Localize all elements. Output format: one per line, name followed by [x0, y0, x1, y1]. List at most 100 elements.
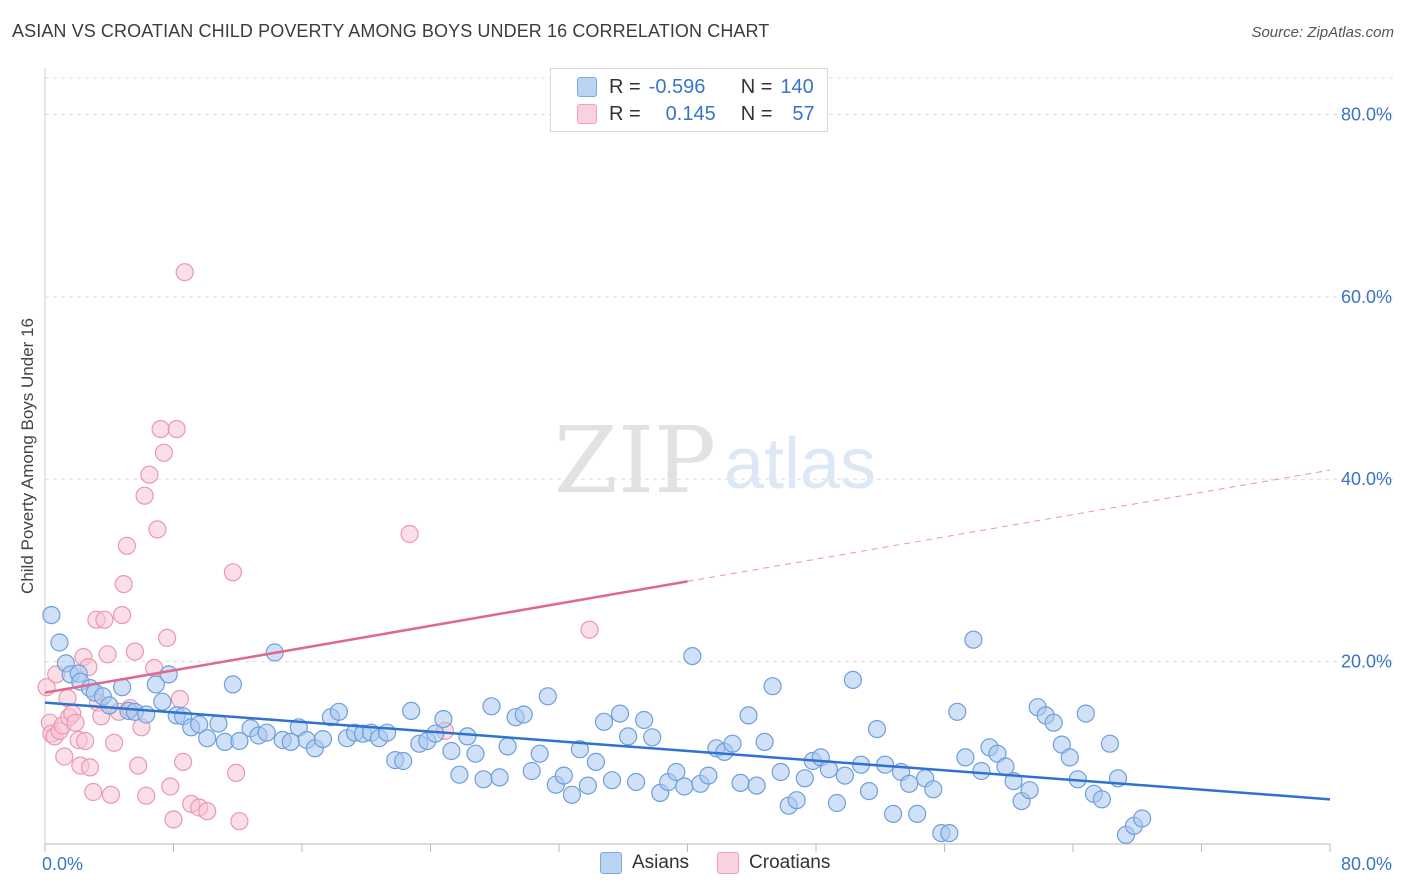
asian-point [554, 766, 573, 785]
axes [44, 68, 1331, 852]
asian-point [50, 633, 69, 652]
croatian-point [114, 574, 133, 594]
asian-point [257, 723, 276, 742]
asian-point [153, 692, 172, 711]
asian-point [313, 729, 332, 749]
croatian-point [84, 782, 103, 802]
asian-point [466, 744, 485, 763]
asian-point [570, 740, 590, 759]
asian-point [482, 697, 501, 716]
croatian-point [66, 713, 85, 732]
asian-point [198, 729, 217, 748]
legend-item-croatians: Croatians [717, 852, 830, 874]
asian-point [835, 766, 855, 785]
grid-lines [45, 77, 1394, 663]
asian-point [771, 762, 790, 782]
asian-point [159, 665, 178, 684]
asian-legend-label: Asians [632, 852, 690, 873]
croatian-point [104, 733, 124, 752]
asian-point [618, 727, 638, 746]
asian-point [795, 769, 814, 788]
asian-point [731, 773, 750, 793]
croatian-point [161, 777, 180, 796]
asian-point [594, 712, 614, 731]
croatian-series [37, 263, 599, 831]
asian-trend-line [44, 701, 1331, 801]
croatian-point [198, 802, 217, 821]
asian-point [610, 704, 630, 723]
asian-point [230, 731, 249, 751]
croatian-point [167, 420, 186, 439]
asian-point [329, 702, 348, 721]
y-tick-label: 40.0% [1341, 469, 1392, 489]
asian-point [755, 732, 774, 752]
asian-point [908, 804, 927, 824]
n-value: 140 [780, 75, 814, 98]
asian-point [562, 785, 582, 804]
asian-point [763, 677, 782, 696]
asian-point [578, 776, 598, 795]
legend-item-asians: Asians [600, 852, 689, 874]
asian-point [626, 772, 646, 792]
asian-point [146, 675, 165, 694]
asian-point [1044, 713, 1063, 732]
croatian-point [223, 563, 242, 582]
asian-point [667, 762, 686, 782]
n-label: N = [740, 75, 773, 98]
asian-point [498, 737, 517, 756]
asian-point [843, 670, 863, 690]
asian-point [402, 701, 421, 721]
croatian-point [117, 536, 137, 555]
asian-point [964, 630, 983, 649]
asian-point [747, 776, 766, 795]
croatian-point [112, 605, 132, 625]
croatian-point [98, 645, 117, 664]
croatian-point [151, 420, 170, 439]
asian-point [100, 696, 119, 715]
asian-point [1060, 748, 1079, 767]
source-label: Source: ZipAtlas.com [1251, 24, 1394, 41]
asian-point [137, 705, 156, 724]
r-value: 0.145 [665, 102, 716, 125]
trend-lines [44, 469, 1331, 801]
croatian-swatch [577, 104, 597, 124]
n-label: N = [740, 102, 773, 125]
y-tick-label: 60.0% [1341, 287, 1392, 307]
asian-point [739, 706, 758, 725]
croatian-point [129, 756, 148, 775]
watermark-zip: ZIP [554, 407, 716, 514]
asian-point [675, 777, 694, 796]
croatian-point [175, 263, 194, 282]
watermark-atlas: atlas [724, 424, 876, 504]
asian-point [940, 823, 959, 843]
croatian-point [400, 524, 419, 544]
asian-point [190, 715, 209, 734]
x-tick-label-max: 80.0% [1341, 854, 1392, 874]
asian-point [956, 748, 975, 767]
asian-point [442, 741, 461, 761]
croatian-point [154, 443, 173, 462]
asian-point [634, 710, 654, 730]
asian-point [514, 705, 533, 724]
croatian-point [158, 628, 177, 648]
asian-point [458, 727, 477, 746]
croatian-point [140, 465, 159, 484]
croatian-legend-label: Croatians [749, 852, 831, 873]
croatian-point [135, 486, 154, 505]
asian-point [883, 804, 903, 824]
x-tick-label-min: 0.0% [42, 854, 83, 874]
x-tick-labels: 0.0% 80.0% [42, 854, 1392, 874]
asian-point [474, 770, 493, 789]
asian-point [867, 719, 887, 739]
y-tick-label: 20.0% [1341, 652, 1392, 672]
croatian-point [148, 520, 167, 539]
croatian-point [164, 810, 183, 829]
y-tick-labels: 20.0% 40.0% 60.0% 80.0% [1341, 104, 1392, 671]
asian-point [1100, 734, 1120, 753]
y-tick-label: 80.0% [1341, 104, 1392, 124]
asian-point [1076, 704, 1095, 723]
croatian-point [174, 752, 193, 772]
r-label: R = [609, 102, 641, 125]
croatian-point [580, 620, 599, 639]
